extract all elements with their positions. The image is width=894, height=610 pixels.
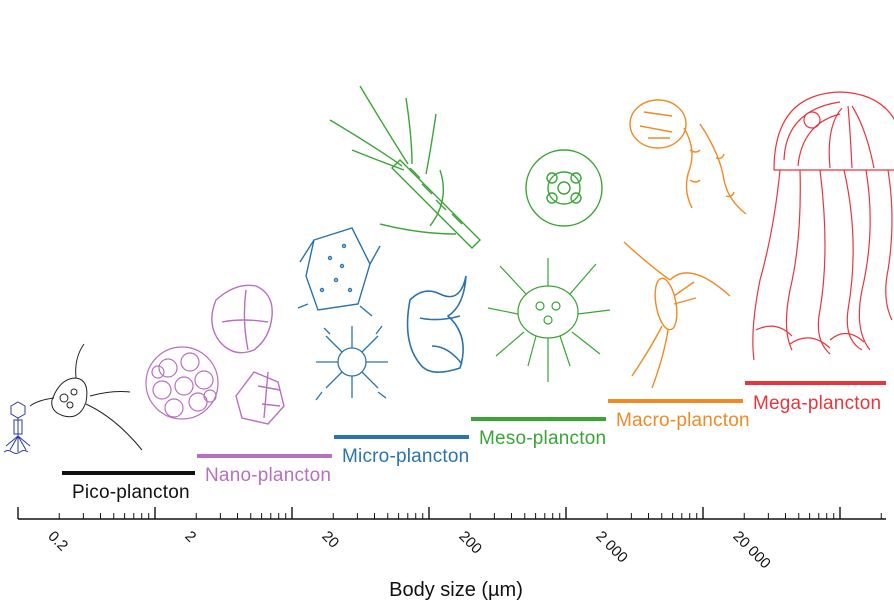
category-label-nano: Nano-plancton (205, 465, 331, 486)
tick-label: 200 (455, 528, 485, 558)
virus-icon (3, 401, 31, 454)
tick-label: 20 000 (729, 528, 773, 572)
coccolithophore-icon (145, 346, 219, 420)
bacterium-icon (29, 343, 143, 451)
category-label-macro: Macro-plancton (616, 410, 750, 431)
jellyfish-icon (752, 91, 894, 361)
tick-label: 20 (318, 528, 342, 552)
copepod-icon (623, 241, 731, 389)
chaetognath-icon (329, 85, 481, 249)
tick-label: 2 (181, 528, 199, 546)
diatom-icon (211, 284, 285, 425)
diatom-icon (297, 227, 381, 317)
shell-icon (406, 275, 467, 373)
larva-icon (487, 258, 611, 382)
radiolarian-icon (315, 325, 388, 401)
tick-label: 0.2 (44, 528, 71, 555)
category-label-micro: Micro-plancton (342, 446, 469, 467)
radiolarian-icon (525, 149, 603, 227)
category-label-meso: Meso-plancton (479, 428, 606, 449)
tick-label: 2 000 (592, 528, 631, 567)
category-label-pico: Pico-plancton (72, 482, 190, 503)
category-label-mega: Mega-plancton (753, 393, 881, 414)
x-axis-title: Body size (µm) (389, 579, 523, 601)
salp-icon (629, 99, 747, 215)
